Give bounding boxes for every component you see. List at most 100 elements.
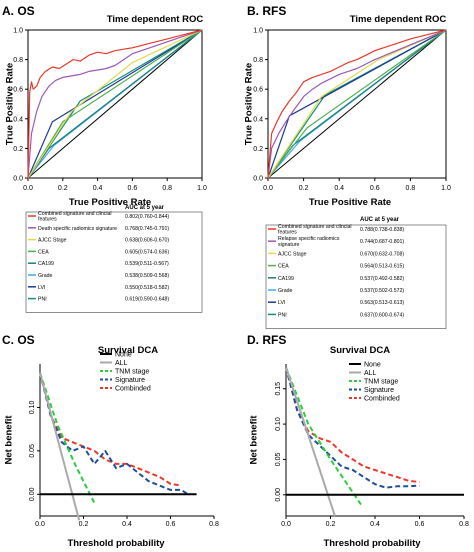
plot-frame: [27, 29, 203, 179]
chart-title: Time dependent ROC: [350, 14, 447, 25]
series-line-4: [39, 372, 189, 496]
x-tick-label: 0.4: [370, 521, 380, 528]
x-tick-label: 0.0: [35, 521, 45, 528]
x-tick-label: 0.8: [162, 185, 172, 192]
legend-label: LVI: [278, 300, 285, 306]
series-line-3: [27, 29, 203, 179]
legend-label: Combined signature and clincial features: [278, 224, 352, 236]
x-tick-label: 0.6: [166, 521, 176, 528]
legend-header: AUC at 5 year: [125, 205, 165, 211]
legend-header: AUC at 5 year: [360, 217, 400, 223]
legend-auc-value: 0.638(0.606-0.670): [125, 238, 169, 244]
y-tick-label: 0.00: [275, 488, 282, 502]
series-line-4: [285, 367, 420, 489]
x-axis-label: Threshold probability: [323, 538, 421, 549]
y-tick-label: 0.6: [253, 87, 263, 94]
x-tick-label: 0.8: [459, 521, 469, 528]
legend-label: CA199: [278, 276, 294, 282]
x-tick-label: 0.8: [406, 185, 416, 192]
legend-auc-value: 0.605(0.574-0.636): [125, 249, 169, 255]
legend-label: CEA: [38, 249, 49, 255]
legend-auc-value: 0.788(0.738-0.838): [360, 227, 404, 233]
legend-label: Combined signature and clincial features: [38, 211, 112, 223]
reference-diagonal: [267, 29, 447, 179]
panel-label: A. OS: [2, 4, 35, 18]
chart-panel-2: B. RFS Time dependent ROC 0.0 0.2 0.4 0.6 0.8 1…: [244, 4, 451, 329]
x-tick-label: 0.4: [93, 185, 103, 192]
legend-auc-value: 0.768(0.745-0.791): [125, 226, 169, 232]
x-tick-label: 1.0: [441, 185, 451, 192]
legend-label: Combinded: [115, 386, 151, 393]
y-tick-label: 0.0: [253, 176, 263, 183]
x-tick-label: 0.2: [79, 521, 89, 528]
chart-title: Time dependent ROC: [107, 14, 204, 25]
y-tick-label: 0.05: [275, 453, 282, 467]
y-tick-label: 0.2: [253, 146, 263, 153]
legend-auc-value: 0.564(0.513-0.615): [360, 264, 404, 270]
x-tick-label: 0.4: [122, 521, 132, 528]
y-tick-label: 1.0: [253, 28, 263, 35]
x-tick-label: 0.6: [128, 185, 138, 192]
x-tick-label: 0.0: [263, 185, 273, 192]
legend-label-line: Combined signature and clincial: [38, 211, 112, 217]
y-axis-label: Net benefit: [249, 415, 260, 465]
legend-label: PNI: [278, 312, 287, 318]
legend-auc-value: 0.550(0.518-0.582): [125, 285, 169, 291]
series-line-1: [27, 29, 203, 179]
x-tick-label: 0.8: [209, 521, 219, 528]
x-axis-label: Threshold probability: [67, 538, 165, 549]
legend-label: Grade: [38, 273, 53, 279]
panel-label: B. RFS: [247, 4, 286, 18]
y-tick-label: 1.0: [13, 28, 23, 35]
chart-panel-4: D. RFS Survival DCA 0.0 0.2 0.4 0.6 0.8 0.00 0.0…: [247, 333, 469, 549]
plot-frame: [267, 29, 447, 179]
legend-auc-value: 0.670(0.632-0.708): [360, 251, 404, 257]
y-tick-label: 0.4: [13, 116, 23, 123]
y-axis-label: True Positive Rate: [244, 63, 255, 145]
legend-auc-value: 0.538(0.509-0.568): [125, 273, 169, 279]
x-axis-label: True Positive Rate: [309, 197, 391, 208]
legend-box: [265, 224, 447, 329]
y-tick-label: 0.8: [13, 57, 23, 64]
x-tick-label: 0.4: [334, 185, 344, 192]
series-line-2: [285, 367, 336, 517]
chart-title: Survival DCA: [330, 345, 390, 356]
y-tick-label: 0.15: [275, 382, 282, 396]
x-tick-label: 0.6: [370, 185, 380, 192]
x-tick-label: 1.0: [197, 185, 207, 192]
reference-diagonal: [27, 29, 203, 179]
series-line-5: [39, 372, 182, 487]
legend-label: None: [364, 362, 381, 369]
x-tick-label: 0.6: [415, 521, 425, 528]
series-line-3: [39, 372, 96, 504]
x-tick-label: 0.0: [281, 521, 291, 528]
legend-auc-value: 0.537(0.502-0.572): [360, 288, 404, 294]
legend-box: [25, 211, 203, 313]
legend-label: TNM stage: [115, 369, 149, 376]
legend-label-line: Relapse specific radiomics: [278, 236, 340, 242]
series-line-4: [267, 29, 447, 179]
x-tick-label: 0.2: [299, 185, 309, 192]
legend-label: AJCC Stage: [38, 238, 67, 244]
legend-label: CEA: [278, 264, 289, 270]
legend-label-line: features: [278, 230, 297, 236]
series-line-2: [27, 29, 203, 179]
legend-label: ALL: [115, 360, 128, 367]
legend-label-line: signature: [278, 242, 299, 248]
legend-label: LVI: [38, 285, 45, 291]
legend-label: CA199: [38, 261, 54, 267]
series-line-3: [285, 367, 363, 506]
legend-label: Combinded: [364, 396, 400, 403]
series-line-5: [285, 367, 420, 484]
series-line-1: [267, 29, 447, 179]
legend-label: ALL: [364, 370, 377, 377]
series-line-2: [39, 372, 81, 521]
legend-label-line: Combined signature and clincial: [278, 224, 352, 230]
legend-auc-value: 0.637(0.600-0.674): [360, 312, 404, 318]
series-line-7: [27, 29, 203, 179]
y-axis-label: True Positive Rate: [5, 63, 16, 145]
chart-panel-1: A. OS Time dependent ROC 0.0 0.2 0.4 0.6 0.8 1.…: [2, 4, 207, 313]
legend-label: None: [115, 352, 132, 359]
y-tick-label: 0.0: [13, 176, 23, 183]
